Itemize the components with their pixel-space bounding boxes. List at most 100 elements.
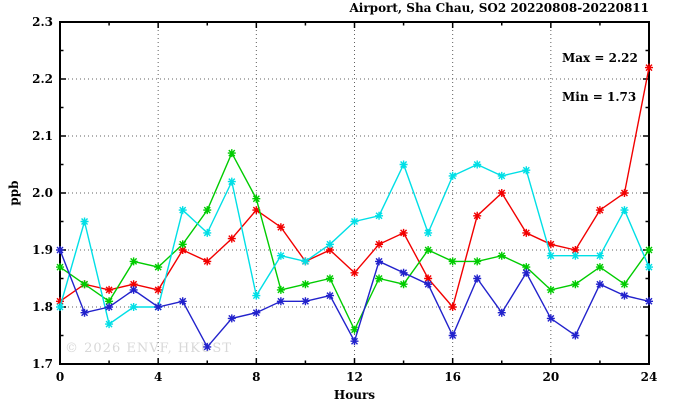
series-blue-marker: [227, 314, 236, 323]
x-tick-labels: 0 4 8 12 16 20 24: [56, 370, 658, 384]
series-green-marker: [595, 263, 604, 272]
series-red-marker: [473, 211, 482, 220]
gridlines: [60, 22, 649, 364]
chart-title: Airport, Sha Chau, SO2 20220808-20220811: [349, 1, 649, 15]
series-red-marker: [129, 280, 138, 289]
series-blue: [56, 246, 653, 351]
series-cyan-marker: [522, 166, 531, 175]
series-cyan-marker: [80, 217, 89, 226]
y-tick-label: 2.2: [32, 72, 53, 86]
series-blue-marker: [497, 308, 506, 317]
series-red-marker: [571, 246, 580, 254]
series-red-marker: [546, 240, 555, 249]
series-green-marker: [56, 263, 64, 272]
x-tick-label: 8: [252, 370, 260, 384]
series-red-marker: [56, 297, 64, 306]
series-cyan-marker: [448, 171, 457, 180]
series-green-marker: [227, 149, 236, 158]
series-cyan-marker: [301, 257, 310, 266]
series-cyan-marker: [227, 177, 236, 186]
x-axis-title: Hours: [333, 388, 376, 402]
y-tick-label: 2.1: [32, 129, 53, 143]
series-blue-marker: [473, 274, 482, 283]
series-green-marker: [252, 194, 261, 203]
max-label: Max = 2.22: [562, 51, 638, 65]
series-red-marker: [645, 63, 653, 72]
series-blue-marker: [399, 268, 408, 277]
series-blue-marker: [252, 308, 261, 317]
series-blue-marker: [129, 285, 138, 294]
x-tick-label: 20: [542, 370, 559, 384]
series-green-marker: [620, 280, 629, 289]
series-cyan-marker: [645, 263, 653, 272]
series-green-marker: [80, 280, 89, 289]
series-cyan-marker: [203, 228, 212, 237]
series-cyan-marker: [571, 251, 580, 260]
x-tick-label: 0: [56, 370, 64, 384]
series-green-marker: [424, 246, 433, 254]
series-red-marker: [227, 234, 236, 243]
series-red-marker: [399, 228, 408, 237]
series-green-marker: [645, 246, 653, 254]
series-red-marker: [203, 257, 212, 266]
series-green-marker: [129, 257, 138, 266]
series-blue-marker: [80, 308, 89, 317]
series-green-marker: [276, 285, 285, 294]
y-tick-label: 2.3: [32, 15, 53, 29]
series-green-marker: [571, 280, 580, 289]
series-green-marker: [154, 263, 163, 272]
x-tick-label: 24: [641, 370, 658, 384]
plot-frame: [59, 21, 650, 365]
series-red-marker: [276, 223, 285, 232]
series-green-marker: [399, 280, 408, 289]
series-blue-marker: [375, 257, 384, 266]
series-blue-marker: [620, 291, 629, 300]
series-blue-marker: [203, 342, 212, 351]
watermark: © 2026 ENVF, HKUST: [65, 341, 232, 356]
series-cyan-marker: [375, 211, 384, 220]
x-tick-label: 16: [444, 370, 461, 384]
series-blue-marker: [546, 314, 555, 323]
series-cyan-marker: [595, 251, 604, 260]
series-blue-marker: [595, 280, 604, 289]
series-blue-marker: [56, 246, 64, 254]
y-tick-labels: 1.7 1.8 1.9 2.0 2.1 2.2 2.3: [32, 15, 53, 371]
series-cyan-marker: [252, 291, 261, 300]
y-tick-label: 1.9: [32, 243, 53, 257]
series-cyan-marker: [56, 303, 64, 311]
series-cyan-marker: [620, 206, 629, 215]
series-cyan-marker: [178, 206, 187, 215]
series-blue-marker: [424, 280, 433, 289]
series-green-marker: [325, 274, 334, 283]
series-red: [56, 63, 653, 311]
series-red-marker: [154, 285, 163, 294]
y-tick-label: 1.7: [32, 357, 53, 371]
series-red-marker: [375, 240, 384, 249]
series-red-marker: [325, 246, 334, 254]
series-cyan-marker: [497, 171, 506, 180]
series-blue-marker: [325, 291, 334, 300]
series-green-marker: [497, 251, 506, 260]
series-cyan-marker: [276, 251, 285, 260]
series-cyan-marker: [546, 251, 555, 260]
series-cyan-marker: [105, 320, 114, 329]
series-blue-marker: [105, 303, 114, 311]
series-cyan-marker: [325, 240, 334, 249]
series-cyan-marker: [399, 160, 408, 169]
series-green-marker: [178, 240, 187, 249]
y-tick-label: 1.8: [32, 300, 53, 314]
series-green-line: [59, 151, 650, 332]
y-tick-label: 2.0: [32, 186, 53, 200]
series-blue-marker: [448, 331, 457, 340]
series-blue-marker: [154, 303, 163, 311]
series-red-marker: [522, 228, 531, 237]
series-cyan-marker: [473, 160, 482, 169]
series-blue-marker: [178, 297, 187, 306]
series-green-marker: [522, 263, 531, 272]
series-green-marker: [375, 274, 384, 283]
series-red-marker: [620, 189, 629, 197]
series-red-marker: [424, 274, 433, 283]
series-green-marker: [105, 297, 114, 306]
